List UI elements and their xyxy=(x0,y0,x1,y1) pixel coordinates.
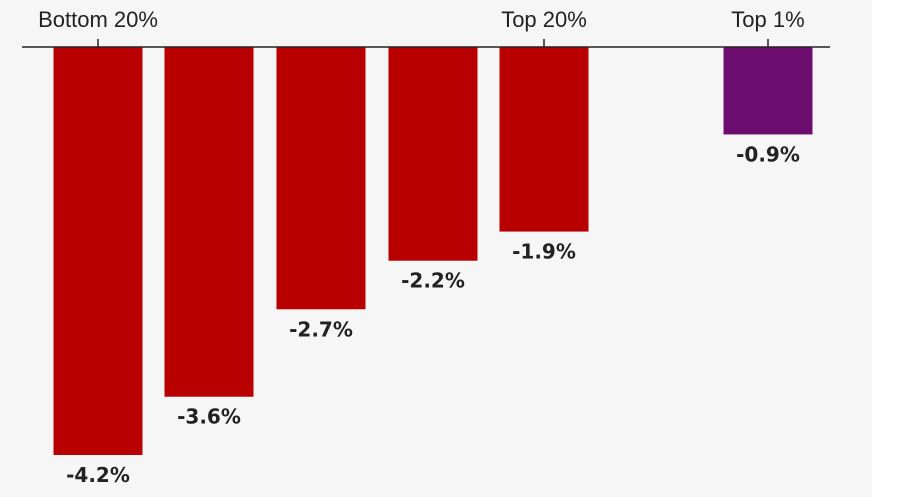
bar-5 xyxy=(499,47,589,232)
value-label-3: -2.7% xyxy=(289,317,353,341)
value-label-1: -4.2% xyxy=(66,463,130,487)
bars-layer xyxy=(53,47,813,455)
category-labels: Bottom 20% Top 20% Top 1% xyxy=(38,7,805,32)
category-label-1: Bottom 20% xyxy=(38,7,158,32)
value-label-4: -2.2% xyxy=(401,269,465,293)
value-label-2: -3.6% xyxy=(177,405,241,429)
bar-4 xyxy=(388,47,478,261)
bar-1 xyxy=(53,47,143,455)
bar-chart: Bottom 20% Top 20% Top 1% -4.2%-3.6%-2.7%-… xyxy=(22,7,830,487)
bar-3 xyxy=(276,47,366,310)
value-label-6: -0.9% xyxy=(736,142,800,166)
bar-2 xyxy=(164,47,254,397)
bar-6 xyxy=(723,47,813,135)
chart-panel: Bottom 20% Top 20% Top 1% -4.2% -3.6% -2.7% -… xyxy=(22,7,830,487)
category-label-5: Top 20% xyxy=(501,7,587,32)
value-label-5: -1.9% xyxy=(512,240,576,264)
category-ticks xyxy=(97,39,769,47)
value-labels: -4.2% -3.6% -2.7% -2.2% -1.9% -0.9% xyxy=(66,142,800,487)
category-label-6: Top 1% xyxy=(731,7,804,32)
